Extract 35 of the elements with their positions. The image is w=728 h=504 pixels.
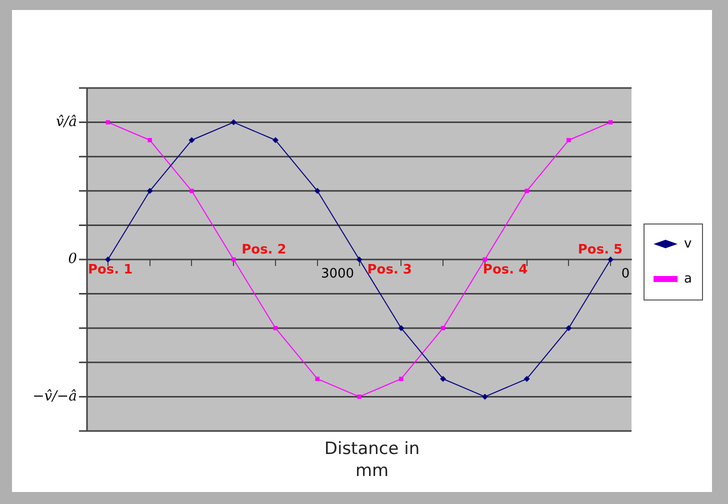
point [482,394,488,400]
point [399,376,404,381]
point [566,325,572,332]
point [356,256,362,262]
legend-label: v [684,236,692,252]
annotation: Pos. 4 [482,262,528,278]
annotation: Pos. 2 [242,242,286,258]
annotation: Pos. 3 [367,262,412,278]
text: −v̂/−â [32,388,77,404]
point [314,188,320,194]
x-axis-title: Distance in mm [323,438,421,482]
point [190,188,194,194]
point [357,394,362,399]
annotation: 3000 [320,266,354,282]
point [148,138,152,142]
point [230,119,237,126]
text: v̂/â [56,114,77,130]
point [146,188,153,194]
point [106,120,110,124]
point [566,138,571,142]
legend-label: a [684,271,692,286]
point [608,256,614,262]
point [188,137,195,144]
text: 0 [68,251,78,268]
annotation: 0 [621,266,630,282]
point [315,376,320,381]
point [104,256,111,262]
point [524,188,529,194]
point [608,120,613,124]
annotation: Pos. 1 [88,262,133,278]
point [398,325,404,332]
annotation: Pos. 5 [578,242,623,258]
point [440,376,446,382]
point [272,137,278,144]
point [524,376,530,382]
